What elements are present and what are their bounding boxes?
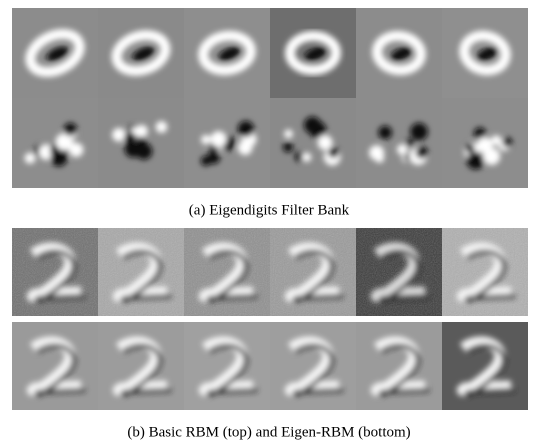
filter-tile bbox=[356, 322, 442, 410]
tile-background bbox=[442, 322, 528, 410]
stroke-light bbox=[318, 135, 333, 150]
filter-tile bbox=[442, 8, 528, 98]
tile-noise bbox=[442, 228, 528, 316]
tile-noise bbox=[356, 228, 442, 316]
stroke-light bbox=[397, 144, 408, 155]
filter-tile bbox=[184, 228, 270, 316]
filter-tile bbox=[184, 322, 270, 410]
stroke-light bbox=[375, 153, 384, 162]
stroke-light bbox=[156, 121, 168, 133]
tile-noise bbox=[270, 228, 356, 316]
filter-tile bbox=[270, 98, 356, 188]
tile-noise bbox=[12, 228, 98, 316]
caption: (b) Basic RBM (top) and Eigen-RBM (botto… bbox=[127, 424, 410, 440]
stroke-dark bbox=[64, 123, 77, 136]
filter-tile bbox=[442, 228, 528, 316]
stroke-dark bbox=[50, 149, 67, 166]
filter-tile bbox=[442, 322, 528, 410]
stroke-dark bbox=[238, 121, 254, 137]
filter-tile bbox=[184, 8, 270, 98]
tile-background bbox=[356, 98, 442, 188]
stroke-dark bbox=[467, 152, 485, 170]
stroke-light bbox=[284, 130, 293, 139]
filter-tile bbox=[356, 228, 442, 316]
filter-tile bbox=[442, 98, 528, 188]
tile-background bbox=[356, 322, 442, 410]
filter-tile bbox=[12, 8, 98, 98]
stroke-light bbox=[25, 153, 36, 164]
filter-tile bbox=[12, 228, 98, 316]
tile-noise bbox=[184, 228, 270, 316]
stroke-dark bbox=[304, 117, 321, 134]
tile-background bbox=[270, 98, 356, 188]
filter-tile bbox=[184, 98, 270, 188]
stroke-dark bbox=[283, 142, 293, 152]
filter-tile bbox=[98, 228, 184, 316]
stroke-dark bbox=[416, 146, 428, 158]
filter-tile bbox=[12, 322, 98, 410]
stroke-dark bbox=[410, 123, 428, 141]
filter-tile bbox=[270, 322, 356, 410]
stroke-light bbox=[491, 135, 501, 145]
stroke-dark bbox=[378, 126, 392, 140]
stroke-light bbox=[302, 153, 311, 162]
filter-tile bbox=[356, 8, 442, 98]
tile-background bbox=[98, 322, 184, 410]
figure: (a) Eigendigits Filter Bank (b) Basic RB… bbox=[0, 0, 539, 444]
stroke-light bbox=[136, 125, 148, 137]
stroke-dark bbox=[328, 147, 339, 158]
tile-background bbox=[270, 322, 356, 410]
filter-tile bbox=[356, 98, 442, 188]
tile-background bbox=[12, 322, 98, 410]
tile-noise bbox=[98, 228, 184, 316]
stroke-dark bbox=[502, 137, 512, 147]
page: (a) Eigendigits Filter Bank (b) Basic RB… bbox=[0, 0, 539, 444]
stroke-light bbox=[477, 137, 493, 153]
caption: (a) Eigendigits Filter Bank bbox=[189, 202, 350, 218]
stroke-dark bbox=[406, 139, 414, 147]
stroke-dark bbox=[465, 144, 474, 153]
stroke-light bbox=[69, 143, 83, 157]
filter-tile bbox=[98, 8, 184, 98]
tile-background bbox=[184, 322, 270, 410]
digit-strokes bbox=[460, 31, 509, 75]
stroke-dark bbox=[124, 132, 136, 144]
filter-tile bbox=[98, 322, 184, 410]
stroke-light bbox=[211, 131, 227, 147]
filter-tile bbox=[270, 8, 356, 98]
filter-tile bbox=[98, 98, 184, 188]
stroke-dark bbox=[201, 156, 211, 166]
stroke-light bbox=[201, 135, 211, 145]
filter-tile bbox=[12, 98, 98, 188]
filter-tile bbox=[270, 228, 356, 316]
stroke-light bbox=[112, 128, 126, 142]
